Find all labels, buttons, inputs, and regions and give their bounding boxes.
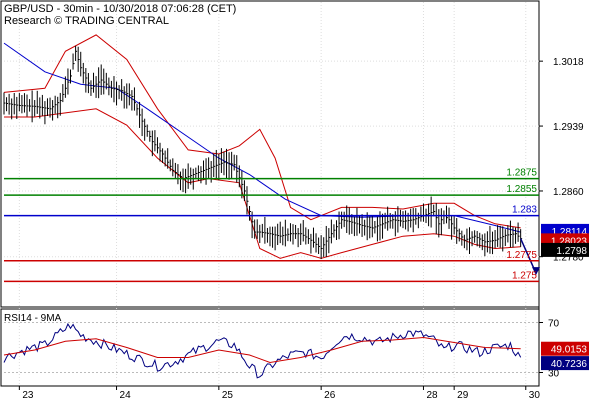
support-1-label: 1.2775: [506, 250, 537, 261]
bollinger-lower-line: [4, 108, 521, 259]
price-tick-label: 1.3018: [553, 57, 584, 68]
bollinger-value-badge: 1.28023: [551, 236, 588, 247]
levels-layer: 1.2875 1.2855 1.283 1.2775 1.275: [4, 168, 539, 283]
chart-source: Research © TRADING CENTRAL: [4, 15, 169, 27]
price-tick-label: 1.2780: [553, 253, 584, 264]
price-tick-label: 1.2939: [553, 122, 584, 133]
ma-value-badge: 1.28114: [552, 227, 588, 238]
time-tick-label: 28: [426, 390, 438, 400]
rsi-value-badge-bg: [541, 356, 589, 371]
price-layer: [3, 45, 540, 276]
time-tick-label: 25: [222, 390, 234, 400]
rsi-line: [3, 322, 522, 379]
bollinger-layer: [3, 34, 521, 259]
resistance-2-label: 1.2875: [506, 168, 537, 179]
time-tick-label: 30: [529, 390, 541, 400]
bollinger-upper-line: [3, 34, 521, 229]
projection-arrow-head: [532, 267, 540, 276]
rsi-tick-label: 70: [548, 319, 560, 330]
time-tick-label: 26: [324, 390, 336, 400]
last-price-badge-bg: [541, 242, 589, 257]
rsi-layer: [3, 322, 539, 379]
chart-title: GBP/USD - 30min - 10/30/2018 07:06:28 (C…: [4, 3, 236, 15]
time-tick-label: 24: [120, 390, 132, 400]
rsi-value-badge: 40.7236: [551, 359, 588, 370]
last-price-badge: 1.2798: [556, 246, 587, 257]
rsi-title: RSI14 - 9MA: [4, 313, 62, 324]
rsi-ma-line: [3, 336, 521, 364]
grid-layer: [4, 2, 539, 385]
time-tick-label: 23: [22, 390, 34, 400]
price-tick-label: 1.2860: [553, 187, 584, 198]
resistance-1-label: 1.2855: [506, 184, 537, 195]
price-panel-frame: [0, 0, 540, 308]
support-2-label: 1.275: [512, 270, 537, 281]
axis-layer: 1.3018 1.2939 1.2860 1.2780 23 24 25 26 28 29 30 70…: [18, 57, 584, 400]
rsi-ma-value-badge: 49.0153: [551, 345, 588, 356]
rsi-tick-label: 30: [548, 369, 560, 380]
time-tick-label: 29: [457, 390, 469, 400]
rsi-panel-frame: [0, 308, 540, 387]
pivot-label: 1.283: [512, 205, 537, 216]
rsi-ma-value-badge-bg: [541, 341, 589, 356]
